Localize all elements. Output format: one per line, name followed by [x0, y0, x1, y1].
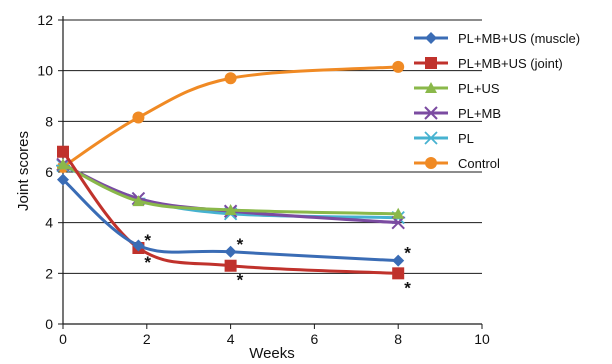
data-point [132, 195, 145, 207]
legend-label: PL [458, 131, 474, 146]
legend-item: Control [414, 156, 500, 171]
data-point [132, 239, 145, 252]
data-point [392, 254, 405, 267]
series-2 [57, 158, 405, 219]
significance-marker: * [144, 231, 151, 250]
data-point [57, 173, 69, 186]
data-point [224, 259, 237, 272]
data-point [224, 245, 237, 258]
x-tick-label: 4 [227, 331, 235, 347]
y-tick-label: 2 [45, 265, 53, 281]
y-tick-label: 8 [45, 113, 53, 129]
data-point [57, 145, 69, 158]
legend-marker [424, 106, 438, 120]
legend-marker [424, 131, 438, 145]
data-point [224, 72, 237, 85]
series-line [61, 150, 400, 275]
marker-stroke [424, 106, 438, 120]
series-line [61, 65, 400, 169]
significance-marker: * [144, 253, 151, 272]
series-5 [57, 60, 405, 173]
legend-item: PL+MB [414, 106, 501, 121]
legend-label: PL+MB [458, 106, 501, 121]
x-tick-label: 8 [394, 331, 402, 347]
legend-item: PL [414, 131, 474, 146]
tick-labels: 0 2 4 6 8 10 12 0 2 4 6 8 10 [37, 12, 490, 347]
series-0 [57, 173, 405, 267]
data-point [392, 267, 405, 280]
x-axis-title: Weeks [249, 345, 295, 362]
significance-marker: * [404, 244, 411, 263]
series-line [61, 162, 400, 216]
legend-item: PL+MB+US (joint) [414, 56, 563, 71]
y-tick-label: 12 [37, 12, 53, 28]
data-point [224, 204, 237, 215]
legend-item: PL+US [414, 81, 500, 96]
annotations: * * * * * * [144, 231, 411, 297]
significance-marker: * [404, 278, 411, 297]
data-point [392, 207, 405, 219]
legend-label: PL+MB+US (muscle) [458, 31, 580, 46]
legend-marker [425, 57, 437, 69]
legend-label: PL+US [458, 81, 500, 96]
series-group [56, 60, 406, 280]
y-tick-label: 6 [45, 164, 53, 180]
legend-item: PL+MB+US (muscle) [414, 31, 580, 46]
series-line [61, 178, 400, 263]
data-point [57, 158, 69, 170]
y-tick-label: 4 [45, 215, 53, 231]
x-tick-label: 6 [311, 331, 319, 347]
x-tick-label: 0 [59, 331, 67, 347]
legend-label: Control [458, 156, 500, 171]
legend: PL+MB+US (muscle) PL+MB+US (joint) PL+US PL… [414, 31, 580, 171]
legend-marker [425, 82, 437, 93]
x-tick-label: 2 [143, 331, 151, 347]
x-tick-label: 10 [474, 331, 490, 347]
y-axis-title: Joint scores [15, 131, 32, 211]
data-point [392, 60, 405, 73]
significance-marker: * [237, 235, 244, 254]
y-tick-label: 0 [45, 316, 53, 332]
series-1 [57, 145, 405, 280]
legend-marker [425, 157, 437, 169]
legend-label: PL+MB+US (joint) [458, 56, 563, 71]
legend-marker [425, 32, 437, 44]
y-tick-label: 10 [37, 63, 53, 79]
data-point [132, 111, 145, 124]
significance-marker: * [237, 271, 244, 290]
